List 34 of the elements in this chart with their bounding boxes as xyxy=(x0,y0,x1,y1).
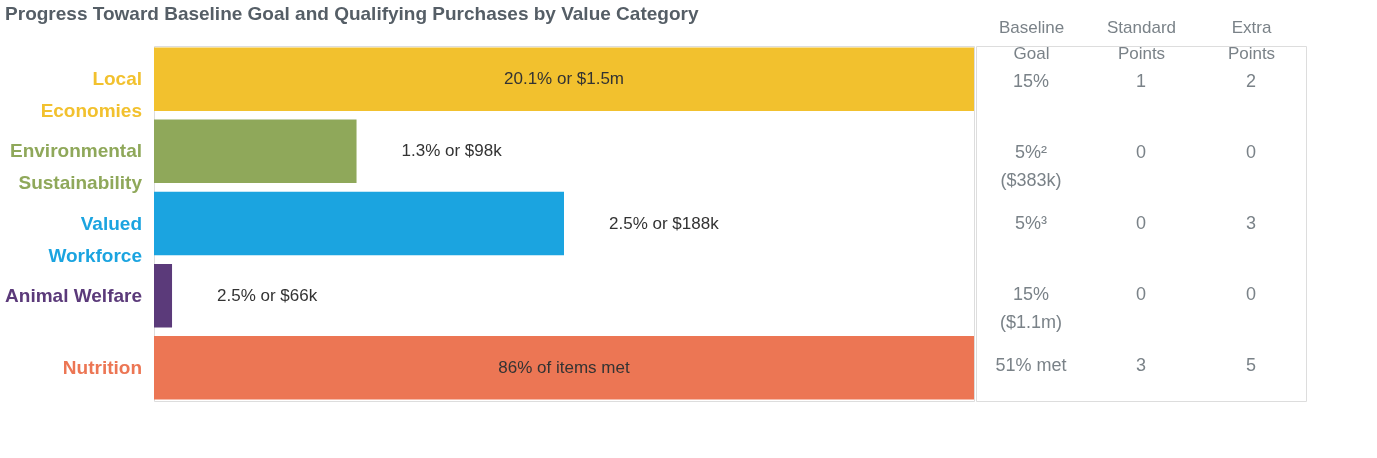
category-label: Standard Points xyxy=(1107,17,1176,63)
text: 0 xyxy=(1135,141,1147,162)
annotation: 2.5% or $66k xyxy=(217,285,318,305)
bar xyxy=(154,263,173,328)
bar xyxy=(154,336,974,400)
text: 0 xyxy=(1135,283,1147,304)
y-tick-label: Nutrition xyxy=(62,356,142,378)
y-tick-label: Animal Welfare xyxy=(5,284,142,306)
annotation: 86% of items met xyxy=(498,357,630,377)
text: 5%² ($383k) xyxy=(1000,141,1062,190)
y-tick-label: Local Economies xyxy=(40,68,142,122)
bar xyxy=(154,47,974,111)
text: 5 xyxy=(1245,354,1257,375)
category-label: Baseline Goal xyxy=(998,17,1065,63)
text: 0 xyxy=(1135,212,1147,233)
annotation: 20.1% or $1.5m xyxy=(503,69,625,89)
text: 1 xyxy=(1135,70,1147,91)
annotation: 1.3% or $98k xyxy=(401,141,503,161)
bar xyxy=(154,191,564,256)
bar xyxy=(154,119,357,184)
text: 15% xyxy=(1012,70,1050,91)
y-tick-label: Environmental Sustainability xyxy=(10,140,143,194)
text: 3 xyxy=(1245,212,1257,233)
text: 15% ($1.1m) xyxy=(999,283,1063,332)
chart-title: Progress Toward Baseline Goal and Qualifying Purchases by Value Category xyxy=(5,3,699,24)
text: 0 xyxy=(1245,283,1257,304)
text: 51% met xyxy=(995,354,1067,375)
annotation: 2.5% or $188k xyxy=(609,213,720,233)
y-tick-label: Valued Workforce xyxy=(48,212,142,266)
text: 5%³ xyxy=(1014,212,1048,233)
text: 2 xyxy=(1245,70,1257,91)
text: 3 xyxy=(1135,354,1147,375)
text: 0 xyxy=(1245,141,1257,162)
category-label: Extra Points xyxy=(1227,17,1276,63)
